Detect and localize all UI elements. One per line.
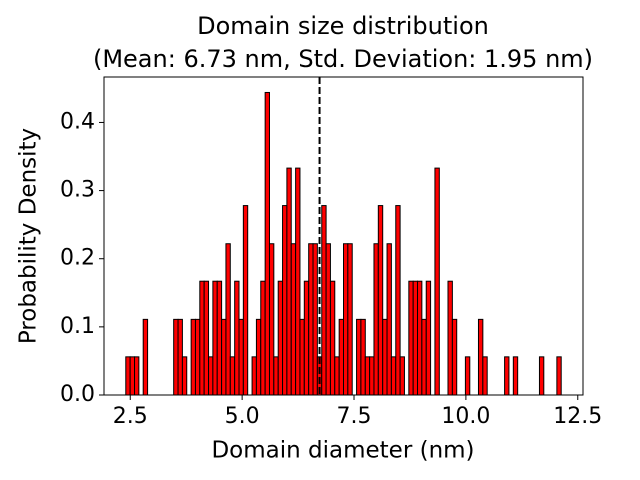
bar: [464, 356, 471, 396]
bar: [377, 205, 384, 396]
x-tick-label: 5.0: [225, 404, 260, 429]
bar: [234, 280, 240, 396]
bar: [556, 356, 562, 396]
bar: [273, 356, 279, 396]
bar: [251, 356, 257, 396]
x-tick-label: 7.5: [337, 404, 372, 429]
bar: [190, 318, 196, 396]
bar: [329, 280, 336, 396]
bar: [338, 318, 344, 396]
bar: [303, 280, 310, 396]
bar: [434, 167, 440, 396]
bar: [268, 243, 275, 396]
bar: [425, 280, 432, 396]
bar: [290, 243, 297, 396]
x-tick-label: 12.5: [553, 404, 602, 429]
bar: [447, 280, 453, 396]
y-tick-label: 0.3: [60, 178, 95, 203]
chart-subtitle: (Mean: 6.73 nm, Std. Deviation: 1.95 nm): [93, 45, 593, 73]
bar: [312, 243, 318, 396]
bar: [382, 318, 388, 396]
bar: [395, 205, 401, 396]
bar: [242, 205, 249, 396]
bar: [360, 318, 366, 396]
bar: [277, 280, 284, 396]
bar: [369, 356, 375, 396]
plot-frame: [103, 76, 584, 396]
bar: [295, 167, 301, 396]
bar: [125, 356, 131, 396]
bar: [225, 243, 231, 396]
y-axis-label: Probability Density: [16, 128, 42, 344]
bar: [264, 91, 270, 396]
bar: [325, 243, 331, 396]
bar: [216, 280, 223, 396]
bar: [181, 356, 188, 396]
bar: [194, 318, 201, 396]
bar: [512, 356, 519, 396]
bar: [356, 318, 362, 396]
chart-title: Domain size distribution: [197, 12, 489, 40]
bar: [238, 318, 244, 396]
bar: [282, 205, 288, 396]
bar: [260, 280, 266, 396]
bar: [399, 356, 405, 396]
y-tick-label: 0.1: [60, 314, 95, 339]
x-axis-label: Domain diameter (nm): [211, 438, 474, 464]
bar: [321, 205, 327, 396]
bar: [364, 356, 371, 396]
x-tick-label: 2.5: [113, 404, 148, 429]
bar: [408, 280, 414, 396]
bar: [373, 243, 379, 396]
bar: [212, 280, 218, 396]
y-tick-label: 0.2: [60, 246, 95, 271]
bar: [477, 318, 484, 396]
y-tick-label: 0.0: [60, 382, 95, 407]
bar: [482, 356, 488, 396]
bar: [417, 280, 423, 396]
bar: [286, 167, 292, 396]
bar: [142, 318, 149, 396]
bar: [343, 243, 349, 396]
bar: [334, 356, 340, 396]
bar: [255, 318, 262, 396]
bar: [421, 318, 427, 396]
bar: [386, 243, 392, 396]
bar: [221, 318, 227, 396]
bar: [299, 318, 305, 396]
bar: [134, 356, 140, 396]
bar: [208, 356, 214, 396]
bar: [347, 243, 353, 396]
bar: [504, 356, 510, 396]
x-tick-label: 10.0: [441, 404, 490, 429]
bar: [203, 280, 210, 396]
bar: [129, 356, 136, 396]
bar: [199, 280, 205, 396]
bar: [177, 318, 183, 396]
y-tick-label: 0.4: [60, 109, 95, 134]
bar: [390, 356, 397, 396]
bar: [538, 356, 545, 396]
bar: [412, 280, 419, 396]
bar: [308, 243, 314, 396]
bar: [451, 318, 458, 396]
bar: [173, 318, 179, 396]
bar: [229, 356, 236, 396]
